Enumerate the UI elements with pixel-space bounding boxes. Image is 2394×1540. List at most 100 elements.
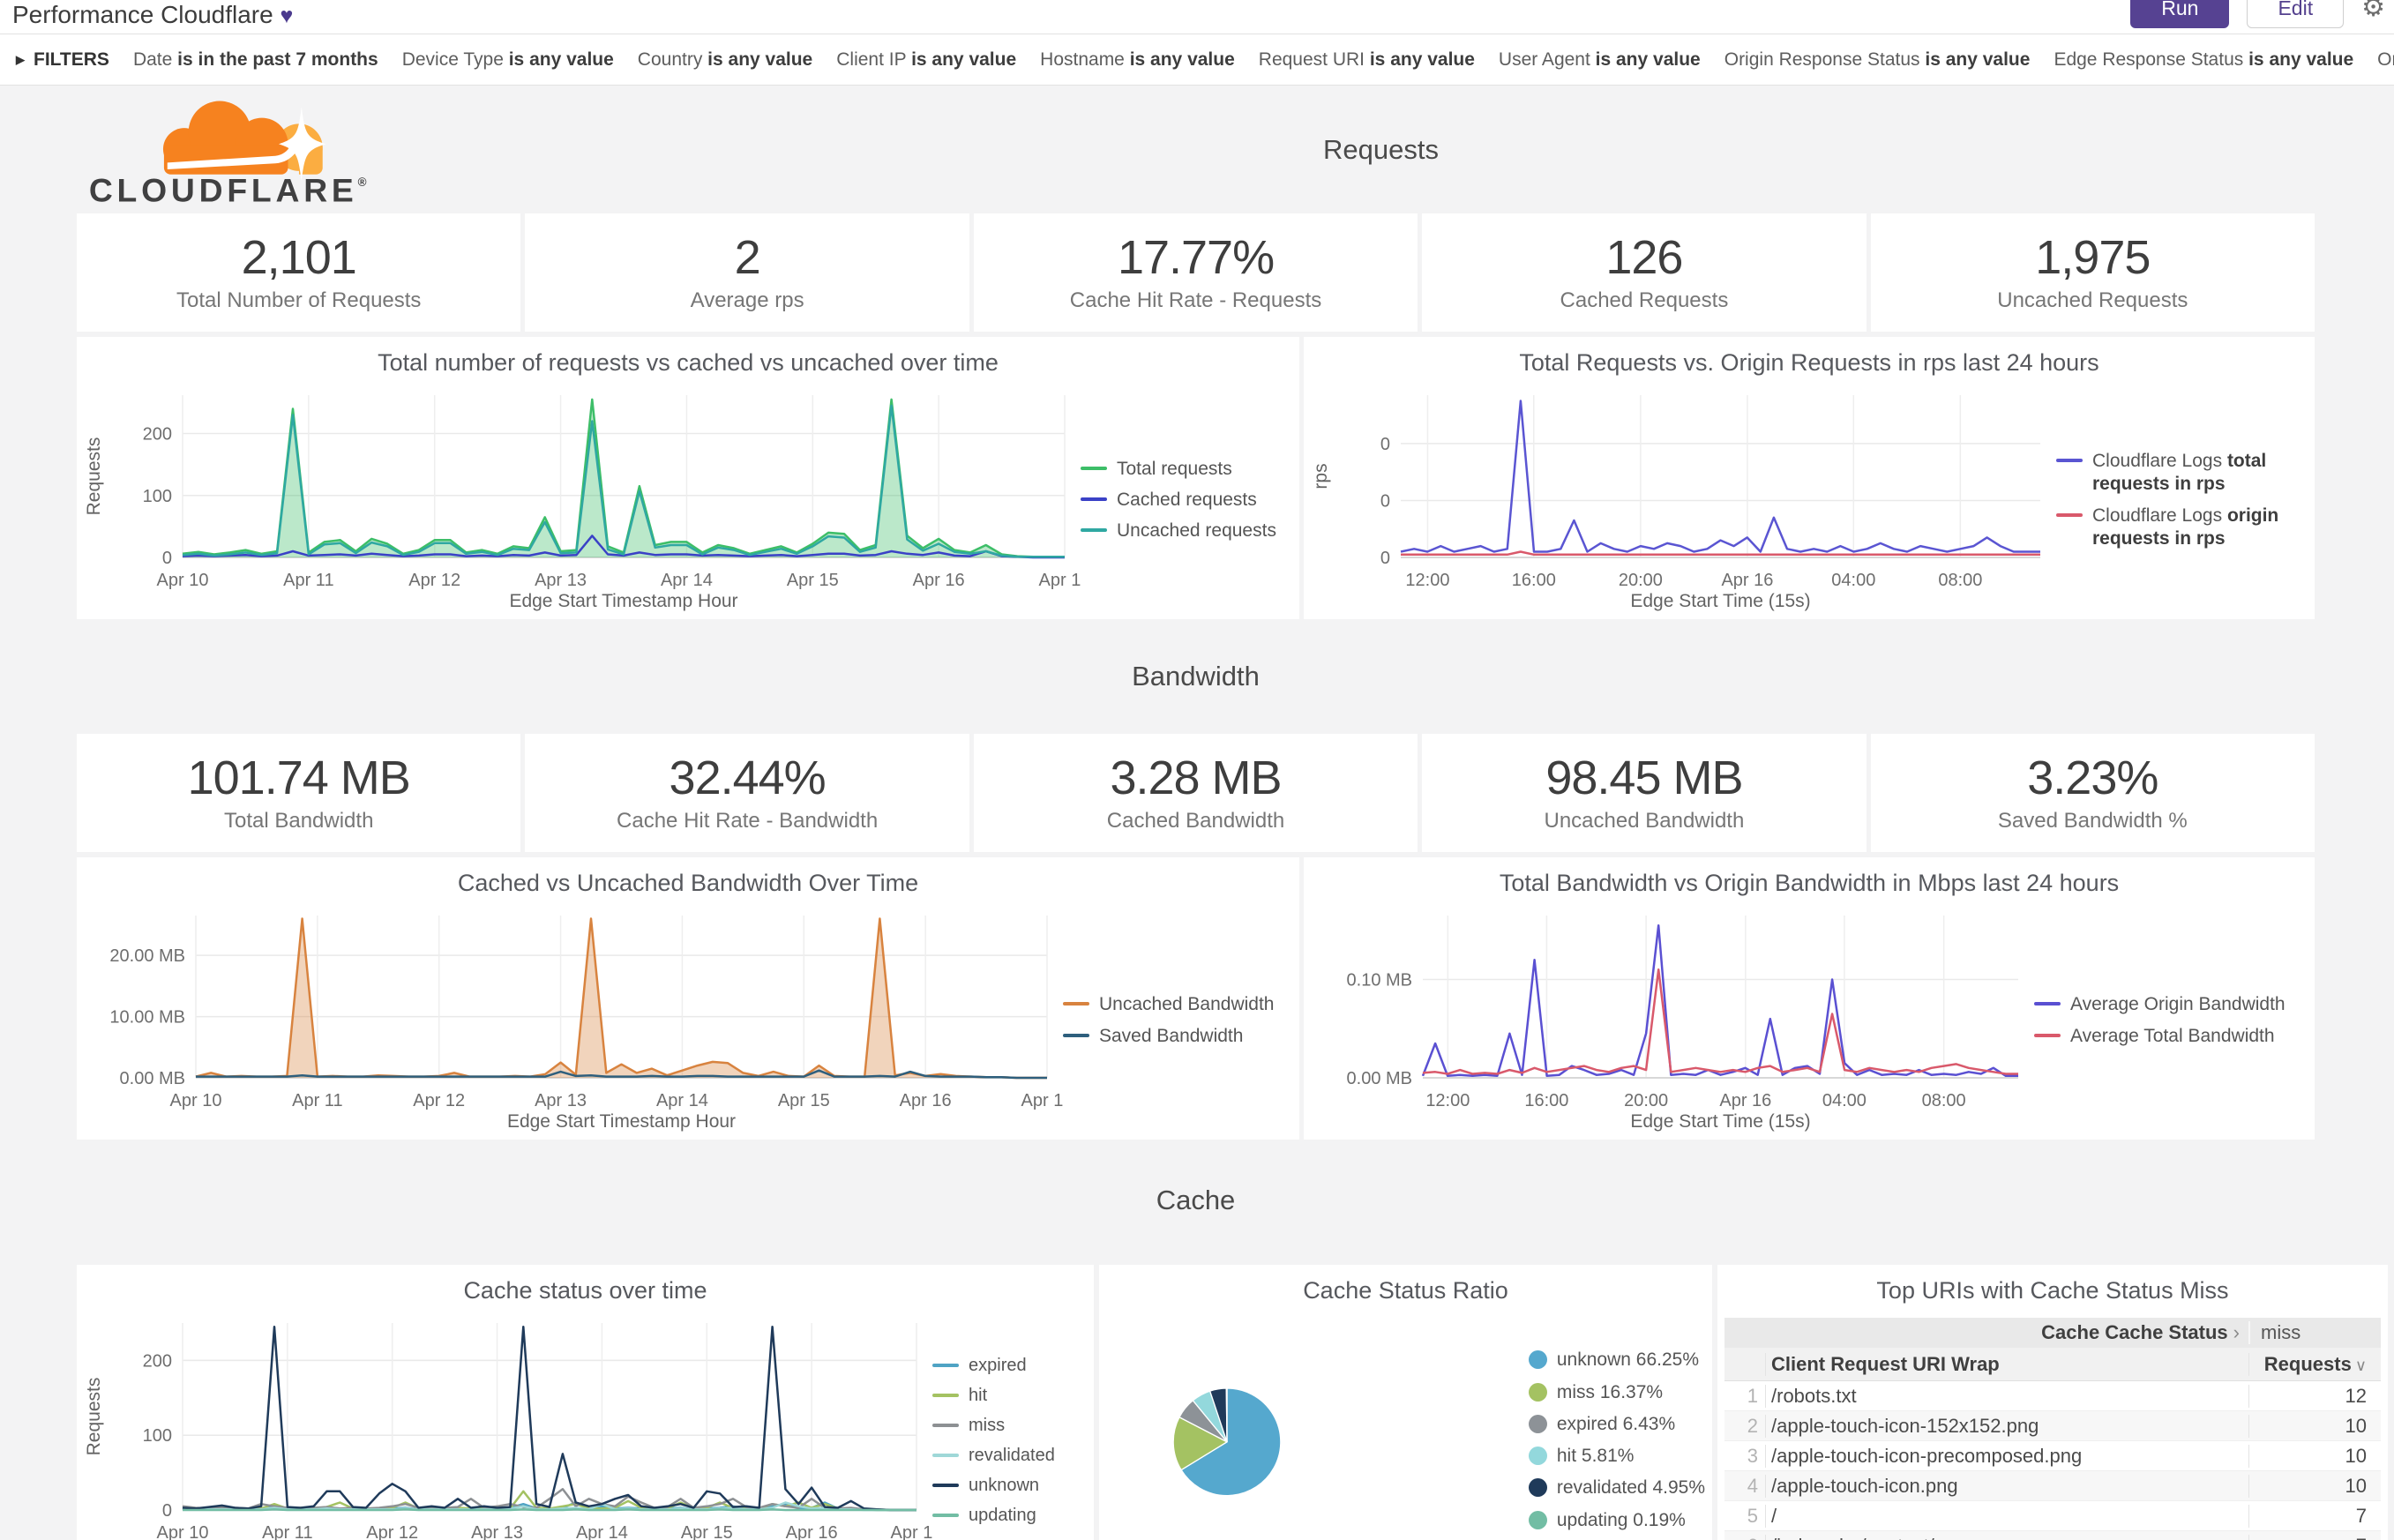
filter-item[interactable]: User Agent is any value <box>1499 49 1701 71</box>
table-row[interactable]: 5 /7 <box>1724 1501 2381 1531</box>
filter-item[interactable]: Device Type is any value <box>402 49 614 71</box>
svg-text:Edge Start Time (15s): Edge Start Time (15s) <box>1630 591 1810 611</box>
legend-item[interactable]: revalidated 4.95% <box>1528 1476 1705 1499</box>
legend-item[interactable]: Cloudflare Logs total requests in rps <box>2056 450 2308 497</box>
kpi-value: 17.77% <box>1117 231 1275 285</box>
kpi-tile[interactable]: 17.77% Cache Hit Rate - Requests <box>973 213 1418 332</box>
svg-text:Apr 16: Apr 16 <box>913 571 965 590</box>
requests-kpi-row: 2,101 Total Number of Requests 2 Average rp… <box>77 213 2315 332</box>
gear-icon[interactable]: ⚙ <box>2361 0 2385 22</box>
pivot-field-label[interactable]: Cache Cache Status › <box>2041 1321 2240 1343</box>
legend-item[interactable]: miss 16.37% <box>1528 1381 1705 1404</box>
table-row[interactable]: 3/apple-touch-icon-precomposed.png 10 <box>1724 1441 2381 1471</box>
filter-item[interactable]: Edge Response Status is any value <box>2054 49 2353 71</box>
legend-item[interactable]: updating <box>932 1505 1087 1527</box>
kpi-tile[interactable]: 2 Average rps <box>525 213 969 332</box>
column-header-uri[interactable]: Client Request URI Wrap <box>1765 1352 2248 1376</box>
legend-item[interactable]: Average Total Bandwidth <box>2034 1025 2308 1048</box>
legend-item[interactable]: Cached requests <box>1081 489 1292 512</box>
svg-text:Apr 13: Apr 13 <box>535 1091 587 1110</box>
filter-items: Date is in the past 7 months Device Type … <box>109 49 2394 71</box>
row-number: 5 <box>1747 1504 1758 1527</box>
requests-chart-row: Total number of requests vs cached vs un… <box>77 337 2315 619</box>
uri-cell: / <box>1765 1504 2248 1528</box>
table-row[interactable]: 4/apple-touch-icon.png 10 <box>1724 1471 2381 1501</box>
table-row[interactable]: 2/apple-touch-icon-152x152.png 10 <box>1724 1411 2381 1441</box>
svg-text:Apr 15: Apr 15 <box>787 571 839 590</box>
rps-24h-chart[interactable]: 0 0 0 12:00 16:00 20:00 Apr 16 04:00 08:00 rps Edg… <box>1304 381 2056 619</box>
filter-item[interactable]: Hostname is any value <box>1040 49 1235 71</box>
table-row[interactable]: 6/index.php/contact/7 <box>1724 1531 2381 1540</box>
kpi-tile[interactable]: 3.28 MB Cached Bandwidth <box>973 734 1418 852</box>
filters-toggle[interactable]: ▶ FILTERS <box>16 49 109 71</box>
row-number: 2 <box>1747 1414 1758 1437</box>
legend-item[interactable]: revalidated <box>932 1445 1087 1467</box>
legend-item[interactable]: Total requests <box>1081 458 1292 481</box>
legend-item[interactable]: Uncached requests <box>1081 520 1292 542</box>
kpi-tile[interactable]: 32.44% Cache Hit Rate - Bandwidth <box>525 734 969 852</box>
filter-condition: is any value <box>707 49 813 70</box>
bandwidth-over-time-chart[interactable]: 0.00 MB 10.00 MB 20.00 MB Apr 10 Apr 11 Apr 1… <box>77 901 1063 1140</box>
legend-item[interactable]: Saved Bandwidth <box>1063 1025 1292 1048</box>
legend-label: unknown 66.25% <box>1556 1349 1699 1371</box>
legend-item[interactable]: unknown 66.25% <box>1528 1349 1705 1372</box>
kpi-tile[interactable]: 126 Cached Requests <box>1422 213 1867 332</box>
legend-label: updating <box>969 1505 1036 1525</box>
filter-field: Origin Response Status <box>1724 49 1926 70</box>
filter-item[interactable]: Origin IP is any value <box>2377 49 2394 71</box>
kpi-tile[interactable]: 98.45 MB Uncached Bandwidth <box>1422 734 1867 852</box>
sort-desc-icon: ∨ <box>2354 1356 2367 1374</box>
legend-item[interactable]: expired <box>932 1355 1087 1377</box>
legend-swatch <box>1528 1478 1547 1498</box>
kpi-value: 32.44% <box>669 751 827 805</box>
requests-cell: 10 <box>2248 1474 2381 1498</box>
bandwidth-24h-chart[interactable]: 0.00 MB 0.10 MB 12:00 16:00 20:00 Apr 16 04:00… <box>1304 901 2034 1140</box>
legend-swatch <box>932 1483 959 1487</box>
legend-item[interactable]: unknown <box>932 1475 1087 1497</box>
legend-label: miss <box>969 1415 1006 1435</box>
filter-item[interactable]: Origin Response Status is any value <box>1724 49 2031 71</box>
cache-status-ratio-pie[interactable] <box>1099 1312 1499 1540</box>
run-button[interactable]: Run <box>2130 0 2230 28</box>
column-header-requests[interactable]: Requests ∨ <box>2248 1352 2381 1376</box>
svg-text:100: 100 <box>143 1426 172 1446</box>
kpi-tile[interactable]: 3.23% Saved Bandwidth % <box>1870 734 2315 852</box>
kpi-label: Average rps <box>690 288 804 312</box>
svg-text:Apr 10: Apr 10 <box>170 1091 222 1110</box>
filter-item[interactable]: Request URI is any value <box>1259 49 1475 71</box>
legend-item[interactable]: updating 0.19% <box>1528 1509 1705 1532</box>
legend-label: hit 5.81% <box>1556 1446 1635 1466</box>
legend-label: Uncached Bandwidth <box>1099 994 1275 1015</box>
legend-swatch <box>1528 1447 1547 1465</box>
requests-header-row: CLOUDFLARE® Requests <box>77 86 2315 213</box>
table-row[interactable]: 1/robots.txt 12 <box>1724 1381 2381 1411</box>
cloudflare-wordmark: CLOUDFLARE® <box>89 171 370 208</box>
kpi-tile[interactable]: 1,975 Uncached Requests <box>1870 213 2315 332</box>
legend-item[interactable]: Average Origin Bandwidth <box>2034 993 2308 1016</box>
legend-item[interactable]: Cloudflare Logs origin requests in rps <box>2056 505 2308 551</box>
svg-text:10.00 MB: 10.00 MB <box>109 1008 185 1028</box>
svg-text:Apr 11: Apr 11 <box>283 571 333 590</box>
legend-item[interactable]: hit 5.81% <box>1528 1445 1705 1468</box>
kpi-value: 1,975 <box>2035 231 2151 285</box>
filter-item[interactable]: Date is in the past 7 months <box>133 49 378 71</box>
requests-over-time-chart[interactable]: 0 100 200 Apr 10 Apr 11 Apr 12 Apr 13 Apr 14 Apr… <box>77 381 1081 619</box>
legend-item[interactable]: miss <box>932 1415 1087 1437</box>
cache-status-over-time-chart[interactable]: 0 100 200 Apr 10 Apr 11 Apr 12 Apr 13 Apr 14 Apr… <box>77 1309 932 1540</box>
kpi-tile[interactable]: 2,101 Total Number of Requests <box>77 213 521 332</box>
chart-title: Total Requests vs. Origin Requests in rp… <box>1519 349 2099 376</box>
svg-text:04:00: 04:00 <box>1822 1091 1867 1110</box>
legend-item[interactable]: Uncached Bandwidth <box>1063 993 1292 1016</box>
heart-icon: ♥ <box>280 4 294 28</box>
row-number: 3 <box>1747 1444 1758 1467</box>
legend-item[interactable]: hit <box>932 1385 1087 1407</box>
svg-text:rps: rps <box>1311 463 1331 489</box>
filter-item[interactable]: Client IP is any value <box>836 49 1016 71</box>
edit-button[interactable]: Edit <box>2247 0 2345 28</box>
legend-item[interactable]: expired 6.43% <box>1528 1413 1705 1436</box>
svg-text:Apr 17: Apr 17 <box>891 1523 932 1540</box>
kpi-label: Cache Hit Rate - Bandwidth <box>617 808 879 833</box>
filter-item[interactable]: Country is any value <box>638 49 812 71</box>
kpi-tile[interactable]: 101.74 MB Total Bandwidth <box>77 734 521 852</box>
legend-swatch <box>2034 1033 2061 1037</box>
